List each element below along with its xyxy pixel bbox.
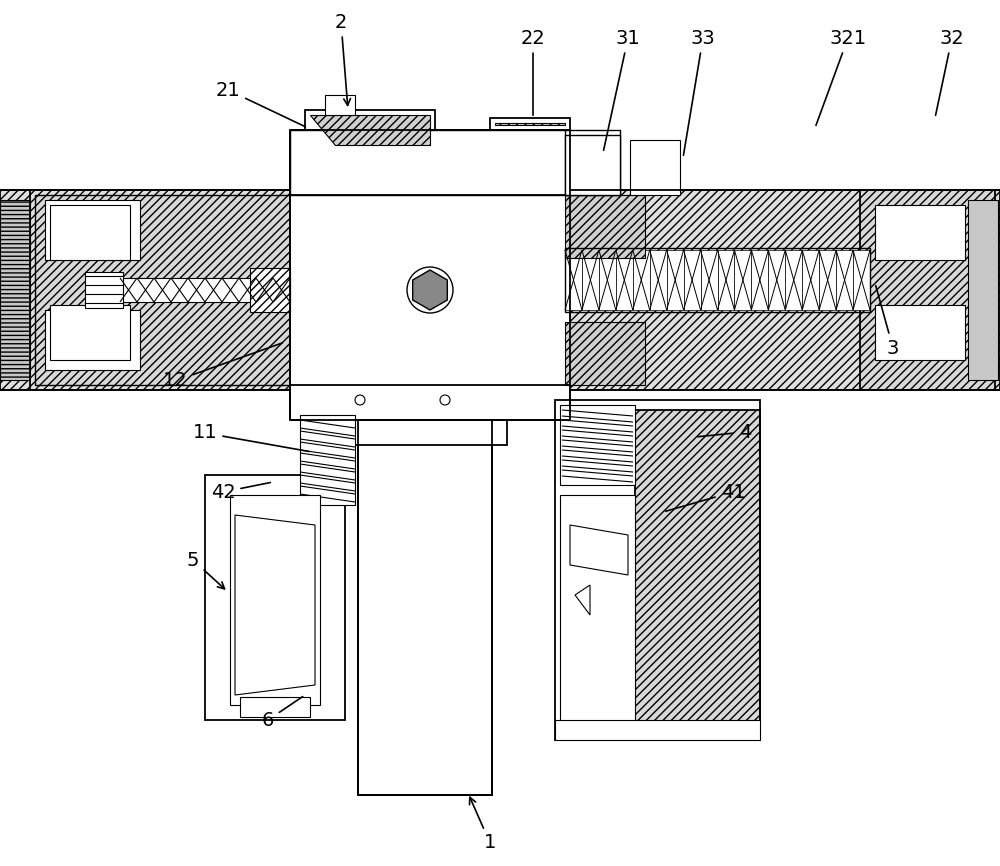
Text: 6: 6 <box>262 696 303 729</box>
Circle shape <box>355 395 365 405</box>
Polygon shape <box>570 137 615 193</box>
Bar <box>718 250 734 310</box>
Bar <box>325 95 355 115</box>
Bar <box>85 272 123 308</box>
Bar <box>836 250 853 310</box>
Polygon shape <box>575 585 590 615</box>
Polygon shape <box>860 190 995 390</box>
Polygon shape <box>565 190 1000 390</box>
Bar <box>565 195 645 258</box>
Bar <box>785 250 802 310</box>
Bar <box>565 322 645 385</box>
Bar <box>565 248 870 312</box>
Polygon shape <box>570 525 628 575</box>
Bar <box>616 250 633 310</box>
Polygon shape <box>413 270 447 310</box>
Bar <box>565 250 582 310</box>
Polygon shape <box>563 498 632 732</box>
Bar <box>734 250 751 310</box>
Text: 21: 21 <box>216 81 305 126</box>
Bar <box>802 250 819 310</box>
Bar <box>684 250 701 310</box>
Text: 33: 33 <box>683 29 715 155</box>
Bar <box>290 130 570 195</box>
Bar <box>250 268 290 312</box>
Bar <box>667 250 684 310</box>
Bar <box>0 200 30 380</box>
Circle shape <box>440 395 450 405</box>
Bar <box>120 278 290 302</box>
Polygon shape <box>495 123 565 125</box>
Bar <box>701 250 718 310</box>
Text: 2: 2 <box>335 12 350 106</box>
Bar <box>45 200 140 260</box>
Bar <box>305 110 435 130</box>
Text: 5: 5 <box>187 551 225 589</box>
Bar <box>630 140 680 195</box>
Bar <box>635 410 760 740</box>
Text: 31: 31 <box>604 29 640 151</box>
Bar <box>560 495 635 735</box>
Text: 11: 11 <box>193 423 309 451</box>
Bar <box>50 205 130 260</box>
Bar <box>230 495 320 705</box>
Polygon shape <box>35 195 290 385</box>
Bar <box>490 118 570 130</box>
Bar <box>205 475 345 720</box>
Polygon shape <box>210 480 340 715</box>
Bar <box>853 250 870 310</box>
Bar <box>751 250 768 310</box>
Bar <box>290 130 570 420</box>
Bar <box>45 310 140 370</box>
Polygon shape <box>310 115 430 145</box>
Bar <box>875 205 965 260</box>
Bar <box>875 305 965 360</box>
Bar <box>968 200 998 380</box>
Bar <box>633 250 650 310</box>
Bar <box>50 305 130 360</box>
Polygon shape <box>235 515 315 695</box>
Bar <box>555 720 760 740</box>
Bar <box>582 250 599 310</box>
Bar <box>565 135 620 195</box>
Polygon shape <box>0 190 440 390</box>
Text: 42: 42 <box>211 482 270 501</box>
Bar <box>560 405 635 485</box>
Text: 12: 12 <box>163 343 282 391</box>
Bar <box>358 420 492 795</box>
Bar <box>650 250 667 310</box>
Bar <box>300 415 355 505</box>
Bar <box>819 250 836 310</box>
Bar <box>240 697 310 717</box>
Text: 4: 4 <box>698 423 751 442</box>
Bar <box>343 420 507 445</box>
Polygon shape <box>233 498 317 702</box>
Text: 41: 41 <box>666 482 745 511</box>
Circle shape <box>407 267 453 313</box>
Text: 1: 1 <box>470 798 496 852</box>
Bar <box>358 420 492 795</box>
Bar <box>599 250 616 310</box>
Text: 3: 3 <box>876 286 899 358</box>
Bar <box>565 130 620 195</box>
Text: 321: 321 <box>816 29 867 126</box>
Bar <box>555 400 760 740</box>
Text: 32: 32 <box>936 29 964 115</box>
Bar <box>768 250 785 310</box>
Polygon shape <box>358 420 492 795</box>
Text: 22: 22 <box>521 29 545 115</box>
